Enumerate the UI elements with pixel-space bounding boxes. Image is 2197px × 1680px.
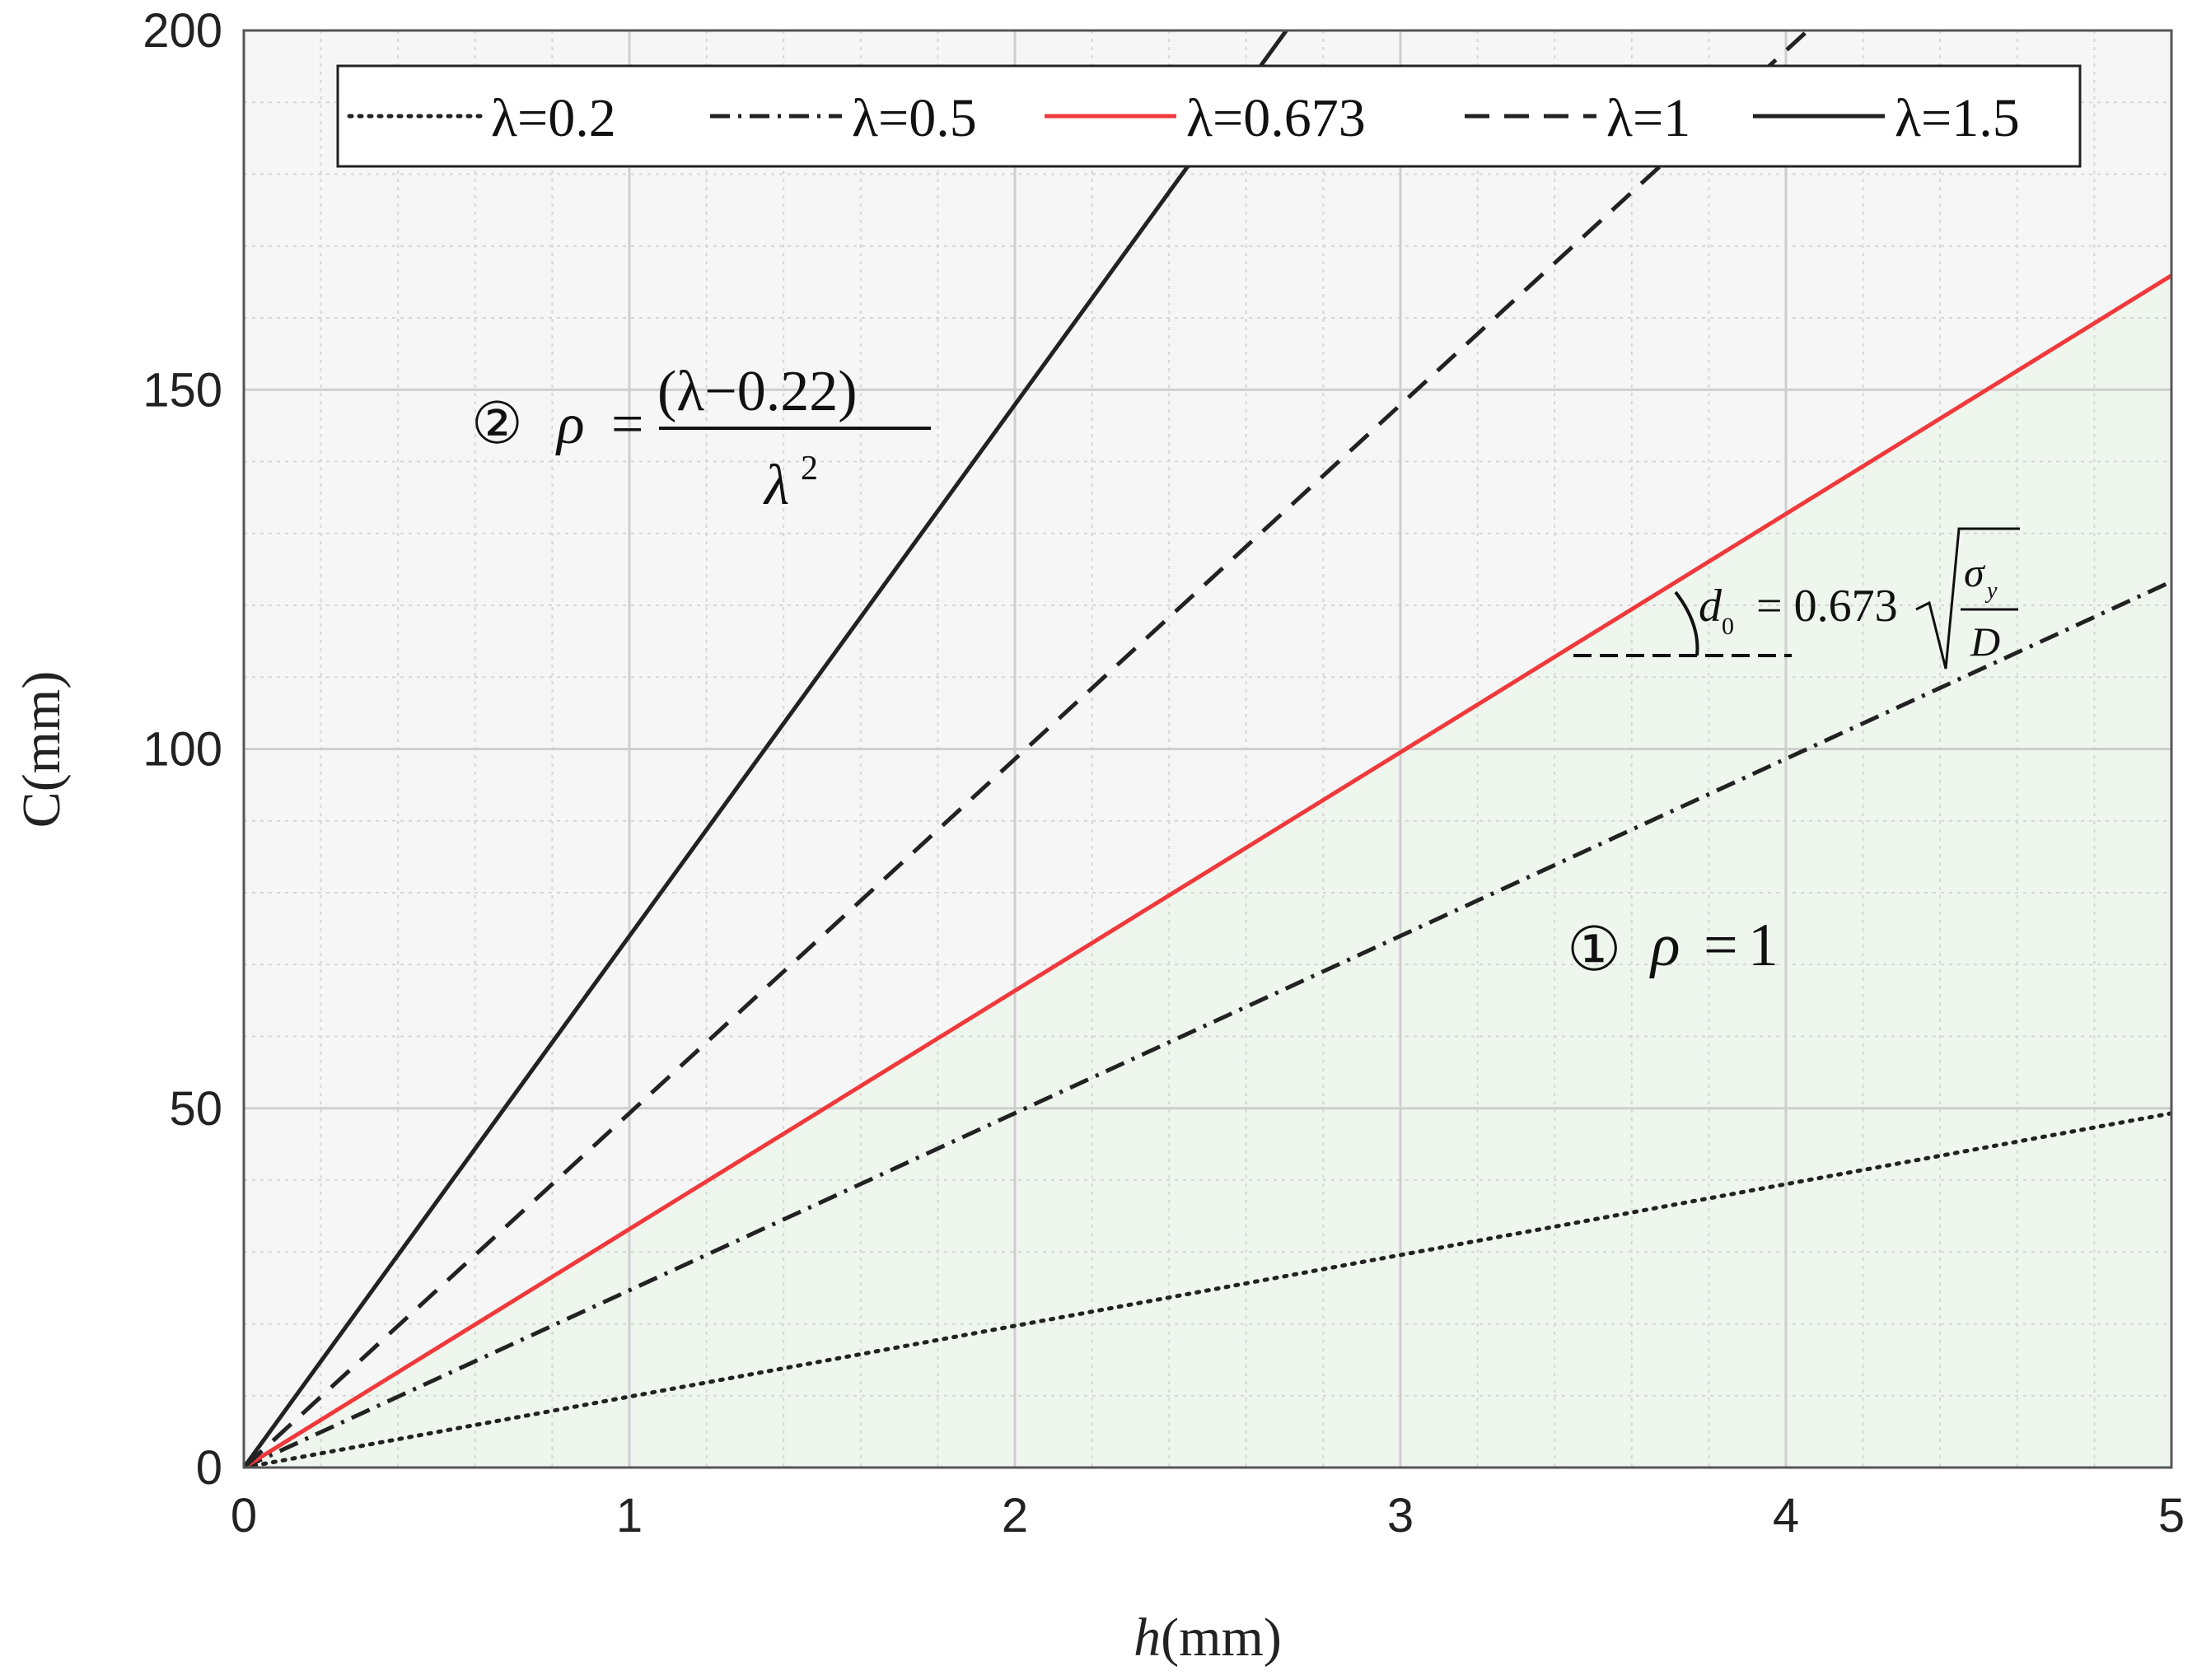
x-tick-label: 2 [1002, 1489, 1028, 1542]
slope-sqrt-sign [1915, 527, 2020, 670]
x-axis-label: h(mm) [1134, 1608, 1282, 1668]
y-tick-label: 200 [143, 4, 222, 58]
slope-sigma: σ [1964, 549, 1986, 595]
legend-label-5: λ=1.5 [1895, 88, 2020, 148]
y-tick-label: 100 [143, 723, 222, 777]
slope-sigma-sub: y [1984, 578, 1998, 604]
plot-frame [242, 29, 2173, 1469]
series-line-2 [244, 579, 2171, 1468]
region2-marker: ② [471, 393, 523, 456]
region2-annotation: ② ρ = (λ−0.22) λ 2 [471, 360, 931, 517]
slope-d: d [1699, 581, 1723, 632]
slope-annotation: d 0 = 0.673 σ y D [1573, 527, 2020, 670]
series-line-1 [244, 1111, 2171, 1468]
region1-value: 1 [1748, 912, 1779, 979]
x-tick-label: 3 [1387, 1489, 1414, 1542]
x-tick-label: 4 [1773, 1489, 1799, 1542]
legend-label-2: λ=0.5 [852, 88, 977, 148]
x-tick-label: 5 [2158, 1489, 2185, 1542]
x-axis-label-var: h [1134, 1608, 1161, 1668]
y-axis-label: C(mm) [12, 671, 72, 828]
y-tick-label: 50 [169, 1082, 222, 1136]
y-tick-label: 0 [196, 1441, 222, 1495]
y-tick-label: 150 [143, 363, 222, 417]
slope-d-sub: 0 [1722, 613, 1734, 640]
region2-numerator: (λ−0.22) [657, 360, 858, 423]
legend-label-3: λ=0.673 [1186, 88, 1366, 148]
x-tick-labels: 0 1 2 3 4 5 [231, 1489, 2185, 1542]
legend-label-1: λ=0.2 [491, 88, 616, 148]
legend-label-4: λ=1 [1606, 88, 1690, 148]
region2-equals: = [611, 393, 643, 456]
slope-angle-arc [1674, 590, 1699, 656]
legend: λ=0.2 λ=0.5 λ=0.673 λ=1 λ=1.5 [336, 64, 2082, 168]
series-line-4 [244, 30, 1811, 1468]
region1-rho: ρ [1649, 912, 1680, 979]
region1-equals: = [1704, 912, 1738, 979]
region2-rho: ρ [555, 393, 585, 456]
series-line-3 [244, 273, 2171, 1468]
region1-marker: ① [1567, 917, 1621, 984]
x-tick-label: 1 [616, 1489, 643, 1542]
legend-entries: λ=0.2 λ=0.5 λ=0.673 λ=1 λ=1.5 [347, 88, 2020, 148]
region2-exponent: 2 [801, 450, 818, 488]
slope-denominator: D [1970, 618, 2000, 665]
y-tick-labels: 0 50 100 150 200 [143, 4, 222, 1495]
slope-eq: = 0.673 [1756, 581, 1898, 632]
x-tick-label: 0 [231, 1489, 257, 1542]
x-axis-label-rest: (mm) [1161, 1608, 1282, 1668]
region1-annotation: ① ρ = 1 [1567, 912, 1779, 984]
region2-denominator: λ [763, 454, 789, 517]
